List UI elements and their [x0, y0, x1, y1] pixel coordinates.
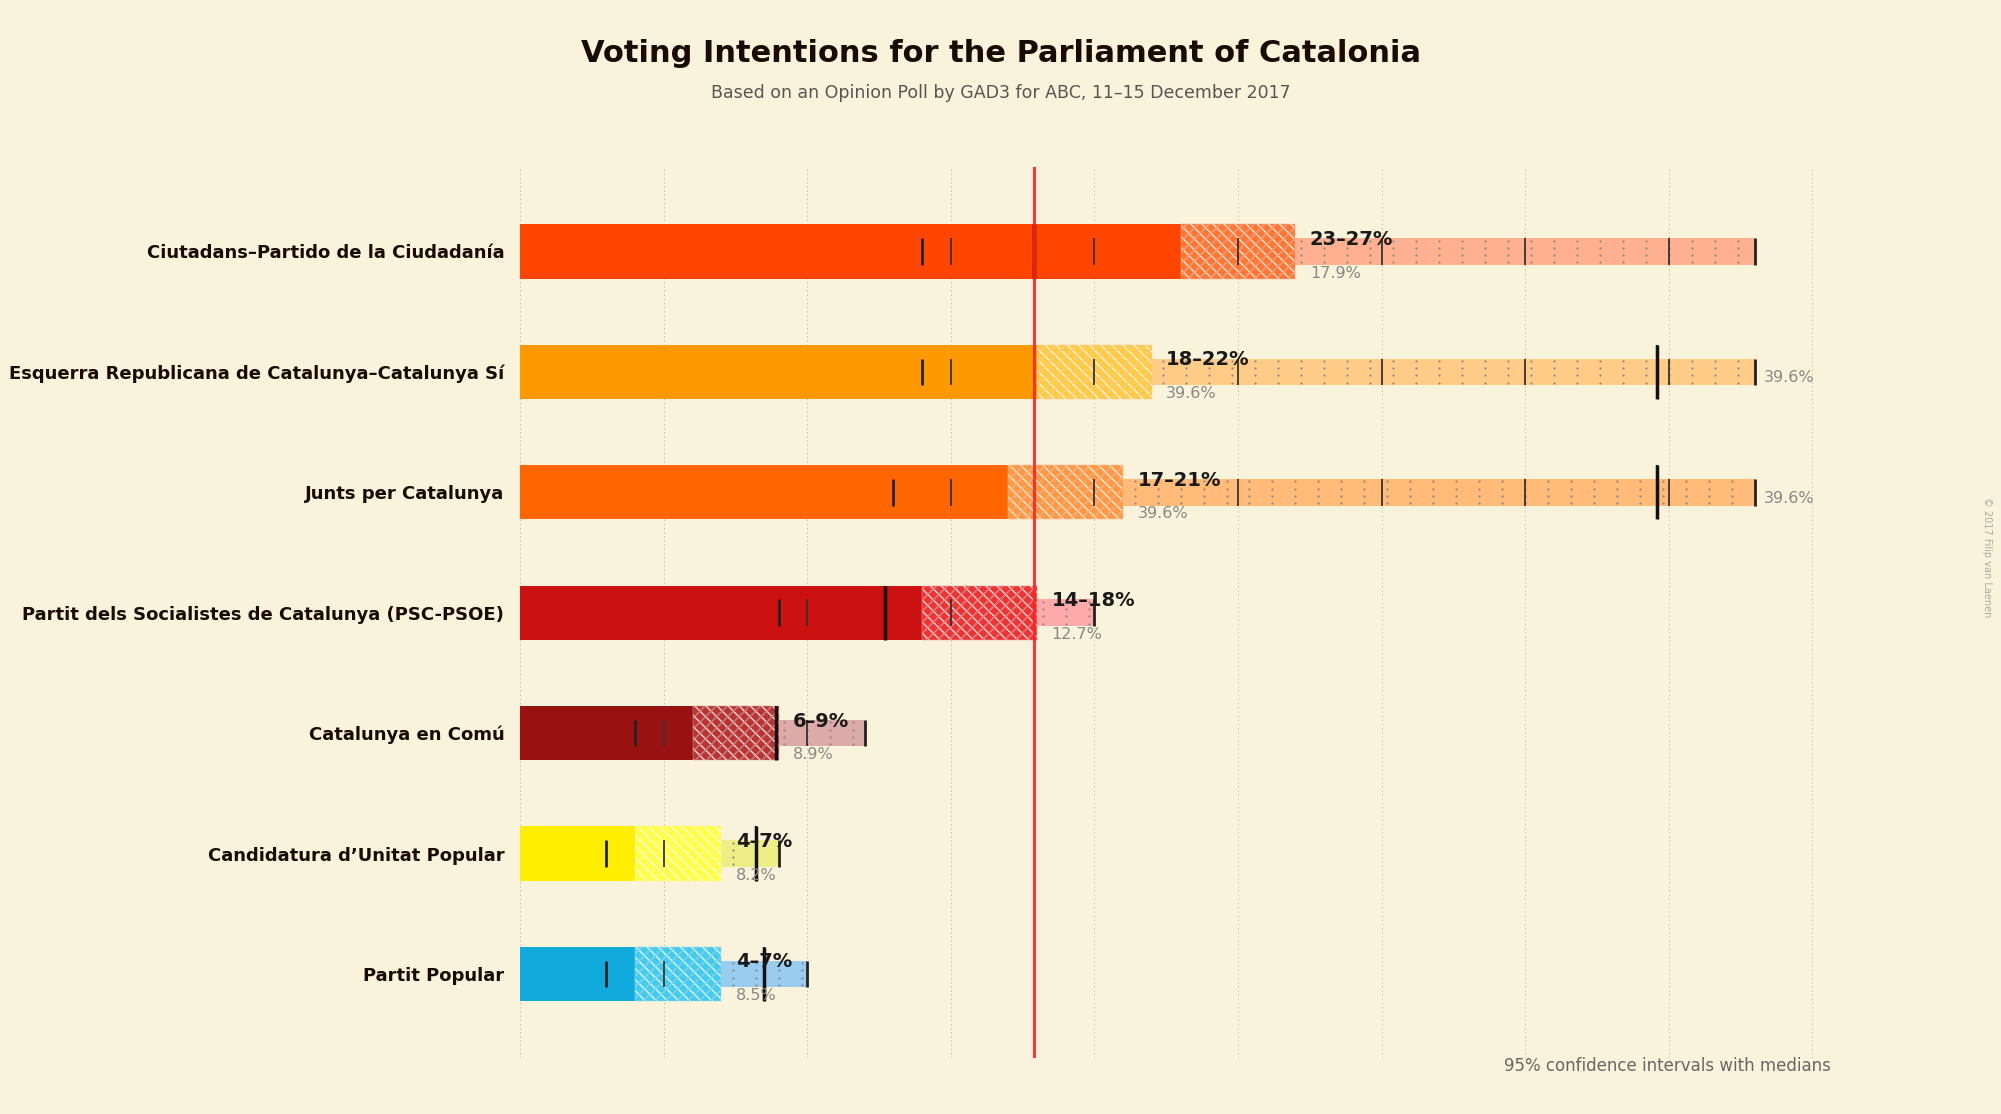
Text: 8.5%: 8.5% [736, 988, 776, 1004]
Text: 4–7%: 4–7% [736, 832, 792, 851]
Text: 4–7%: 4–7% [736, 952, 792, 971]
Bar [634, 827, 720, 881]
Bar [634, 947, 720, 1001]
Text: 39.6%: 39.6% [1763, 370, 1815, 385]
Bar [520, 224, 1181, 278]
Bar [634, 720, 864, 746]
Bar [1009, 466, 1123, 519]
Bar [606, 840, 778, 867]
Bar [1181, 224, 1295, 278]
Bar [634, 827, 720, 881]
Bar [634, 947, 720, 1001]
Text: 12.7%: 12.7% [1051, 627, 1103, 642]
Text: 39.6%: 39.6% [1167, 387, 1217, 401]
Bar [922, 586, 1037, 639]
Bar [922, 586, 1037, 639]
Bar [692, 706, 778, 760]
Bar [1037, 344, 1153, 399]
Text: Based on an Opinion Poll by GAD3 for ABC, 11–15 December 2017: Based on an Opinion Poll by GAD3 for ABC… [710, 84, 1291, 101]
Bar [1181, 224, 1295, 278]
Text: 6–9%: 6–9% [792, 712, 848, 731]
Text: 17–21%: 17–21% [1137, 471, 1221, 490]
Bar [606, 960, 806, 987]
Text: 8.9%: 8.9% [792, 747, 834, 762]
Bar [520, 344, 1037, 399]
Bar [1037, 344, 1153, 399]
Text: 14–18%: 14–18% [1051, 592, 1135, 610]
Text: 17.9%: 17.9% [1311, 265, 1361, 281]
Bar [634, 947, 720, 1001]
Text: 18–22%: 18–22% [1167, 350, 1251, 370]
Bar [1009, 466, 1123, 519]
Bar [1009, 466, 1123, 519]
Bar [692, 706, 778, 760]
Bar [520, 947, 634, 1001]
Text: 95% confidence intervals with medians: 95% confidence intervals with medians [1505, 1057, 1831, 1075]
Bar [1037, 344, 1153, 399]
Bar [894, 479, 1755, 506]
Bar [922, 586, 1037, 639]
Bar [692, 706, 778, 760]
Text: 39.6%: 39.6% [1763, 491, 1815, 506]
Bar [634, 827, 720, 881]
Bar [778, 599, 1095, 626]
Text: 8.2%: 8.2% [736, 868, 776, 882]
Bar [1181, 224, 1295, 278]
Text: 23–27%: 23–27% [1311, 229, 1393, 248]
Text: © 2017 Filip van Laenen: © 2017 Filip van Laenen [1983, 497, 1991, 617]
Bar [520, 586, 922, 639]
Bar [922, 238, 1755, 265]
Bar [922, 359, 1755, 385]
Text: 39.6%: 39.6% [1137, 507, 1189, 521]
Bar [520, 827, 634, 881]
Bar [520, 466, 1009, 519]
Bar [520, 706, 692, 760]
Text: Voting Intentions for the Parliament of Catalonia: Voting Intentions for the Parliament of … [580, 39, 1421, 68]
